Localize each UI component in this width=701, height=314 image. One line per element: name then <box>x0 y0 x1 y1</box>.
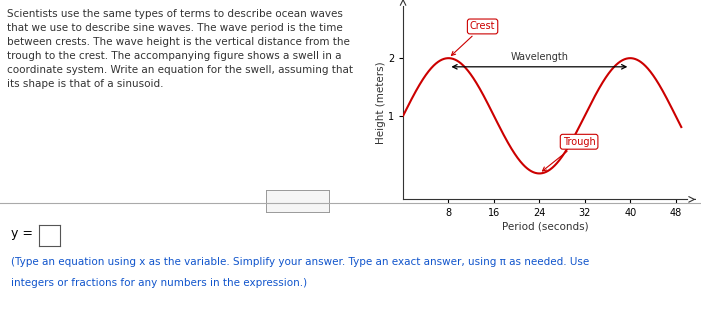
Text: integers or fractions for any numbers in the expression.): integers or fractions for any numbers in… <box>11 278 306 288</box>
Y-axis label: Height (meters): Height (meters) <box>376 62 386 144</box>
Text: y =: y = <box>11 227 32 241</box>
Text: (Type an equation using x as the variable. Simplify your answer. Type an exact a: (Type an equation using x as the variabl… <box>11 257 589 267</box>
Text: Scientists use the same types of terms to describe ocean waves
that we use to de: Scientists use the same types of terms t… <box>7 9 353 89</box>
Text: Wavelength: Wavelength <box>510 52 569 62</box>
Text: Crest: Crest <box>451 21 496 56</box>
Text: ...: ... <box>293 196 303 206</box>
Text: Trough: Trough <box>543 137 595 171</box>
X-axis label: Period (seconds): Period (seconds) <box>502 221 588 231</box>
